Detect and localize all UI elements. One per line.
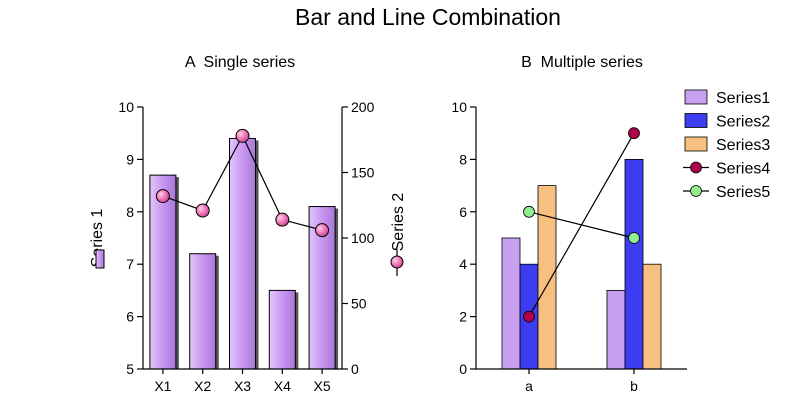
x-tick-label: X2 — [194, 378, 211, 394]
series2-point — [195, 203, 210, 218]
legend-marker-series4 — [690, 161, 702, 174]
y-tick-label: 4 — [459, 256, 467, 272]
y-tick-label: 8 — [126, 204, 134, 220]
y-tick-label: 6 — [459, 204, 467, 220]
y-tick-label: 6 — [126, 309, 134, 325]
series5-point — [628, 232, 640, 244]
series1-swatch — [95, 249, 105, 269]
y-tick-label: 10 — [118, 99, 134, 115]
y-tick-label: 9 — [126, 151, 134, 167]
x-tick-label: X4 — [274, 378, 291, 394]
panel-b-title: B Multiple series — [521, 54, 643, 71]
y-tick-label: 8 — [459, 151, 467, 167]
legend-label: Series5 — [716, 184, 770, 201]
series2-swatch — [390, 255, 404, 269]
figure-title: Bar and Line Combination — [295, 4, 561, 30]
x-tick-label: b — [630, 378, 638, 394]
series2-point — [235, 128, 250, 143]
bar — [229, 137, 256, 370]
bar-series1 — [606, 289, 626, 370]
x-tick-label: X3 — [234, 378, 251, 394]
y-tick-label: 2 — [459, 309, 467, 325]
series5-line — [528, 211, 635, 239]
x-tick-label: a — [525, 378, 533, 394]
y-tick-label: 5 — [126, 361, 134, 377]
y2-tick-label: 0 — [351, 361, 359, 377]
series5-point — [523, 205, 535, 218]
y2-tick-label: 100 — [351, 230, 375, 246]
y-tick-label: 0 — [459, 361, 467, 377]
y-axis-label-right: Series 2 — [390, 193, 407, 252]
legend-label: Series4 — [716, 161, 770, 178]
series2-point — [315, 223, 330, 238]
x-tick-label: X5 — [314, 378, 331, 394]
bar-series3 — [537, 185, 557, 370]
legend-swatch-series3 — [684, 136, 708, 152]
series4-point — [628, 127, 640, 140]
bar-series3 — [642, 263, 662, 370]
y-tick-label: 7 — [126, 256, 134, 272]
legend-label: Series3 — [716, 137, 770, 154]
legend: Series1 Series2 Series3 Series4 Series5 — [683, 89, 770, 201]
x-tick-label: X1 — [154, 378, 171, 394]
bar — [149, 174, 177, 370]
y2-tick-label: 50 — [351, 296, 367, 312]
legend-swatch-series2 — [684, 113, 708, 128]
series4-point — [523, 310, 535, 323]
bar-series1 — [501, 237, 521, 370]
legend-label: Series2 — [716, 114, 770, 131]
legend-swatch-series1 — [684, 89, 708, 105]
panel-a-title: A Single series — [185, 54, 295, 71]
series2-point — [275, 212, 290, 227]
bar — [268, 289, 296, 370]
y2-tick-label: 200 — [351, 99, 375, 115]
y2-tick-label: 150 — [351, 165, 375, 181]
legend-marker-series5 — [690, 185, 702, 197]
y-tick-label: 10 — [451, 99, 467, 115]
bar — [189, 253, 217, 370]
legend-label: Series1 — [716, 90, 770, 107]
bar-series2 — [624, 158, 644, 370]
series2-point — [155, 189, 170, 204]
